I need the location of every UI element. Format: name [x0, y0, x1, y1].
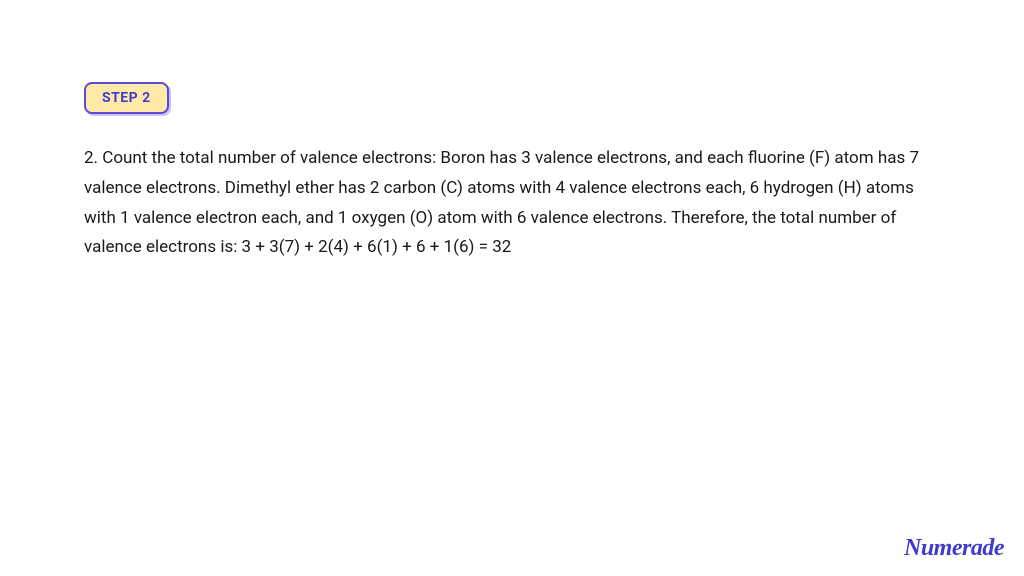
step-content: STEP 2 2. Count the total number of vale…	[84, 82, 940, 263]
step-badge: STEP 2	[84, 82, 169, 114]
brand-logo: Numerade	[904, 535, 1004, 562]
step-body-text: 2. Count the total number of valence ele…	[84, 144, 940, 263]
